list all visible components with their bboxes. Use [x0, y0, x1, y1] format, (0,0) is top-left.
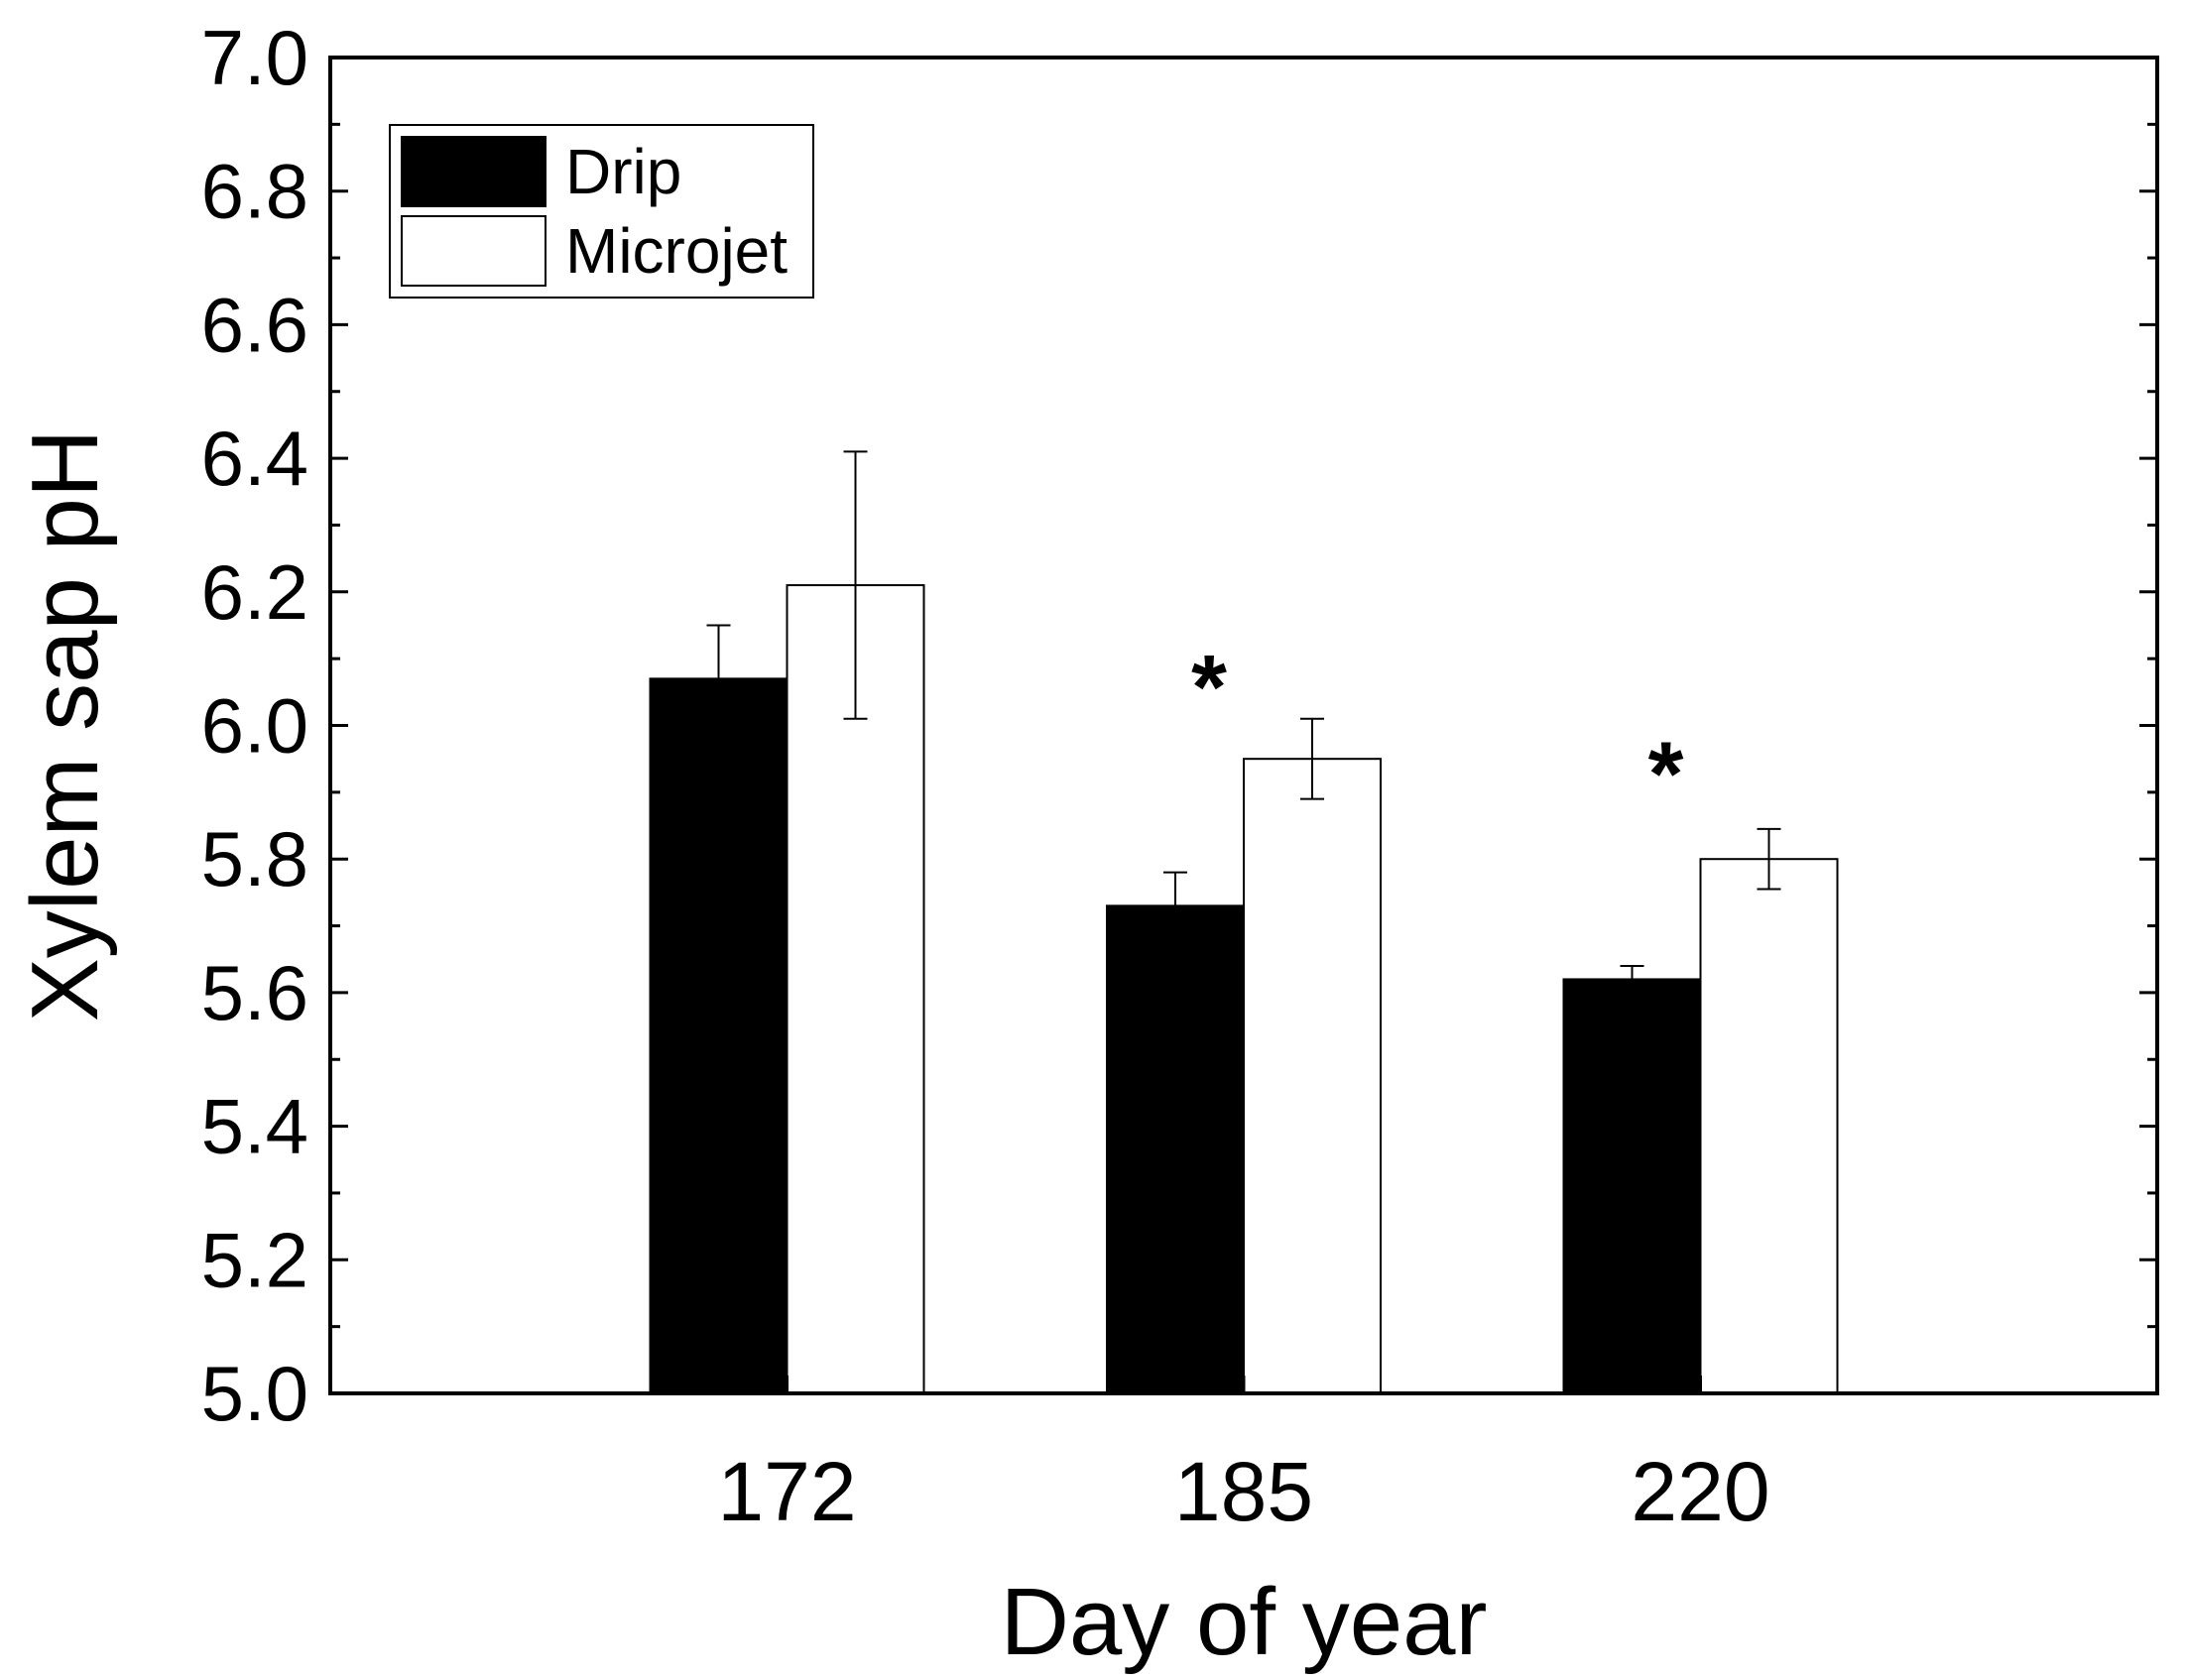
- y-tick-label-6.0: 6.0: [201, 682, 308, 770]
- error-bars-layer: [706, 450, 1781, 994]
- y-tick-label-5.2: 5.2: [201, 1216, 308, 1303]
- legend-label-microjet: Microjet: [565, 215, 788, 287]
- y-tick-label-6.6: 6.6: [201, 281, 308, 368]
- y-tick-label-5.6: 5.6: [201, 949, 308, 1036]
- bar-microjet-172: [786, 584, 925, 1394]
- bar-microjet-185: [1243, 758, 1382, 1394]
- bar-drip-220: [1562, 978, 1702, 1394]
- bar-drip-172: [649, 677, 789, 1394]
- significance-marker-220: *: [1648, 724, 1684, 825]
- legend-swatch-microjet: [401, 215, 546, 287]
- y-tick-label-6.4: 6.4: [201, 415, 308, 502]
- y-tick-label-6.8: 6.8: [201, 148, 308, 235]
- legend-swatch-drip: [401, 136, 546, 207]
- bar-microjet-220: [1699, 858, 1839, 1394]
- y-tick-label-7.0: 7.0: [201, 14, 308, 101]
- legend: Drip Microjet: [389, 124, 814, 299]
- x-tick-label-220: 220: [1631, 1445, 1769, 1538]
- y-tick-label-5.0: 5.0: [201, 1350, 308, 1437]
- x-tick-label-172: 172: [717, 1445, 856, 1538]
- plot-frame: [328, 56, 2159, 1395]
- legend-label-drip: Drip: [565, 136, 681, 207]
- y-tick-label-5.4: 5.4: [201, 1083, 308, 1170]
- x-tick-label-185: 185: [1174, 1445, 1313, 1538]
- bars-layer: [649, 584, 1839, 1394]
- y-axis-title: Xylem sap pH: [12, 429, 118, 1022]
- y-tick-label-5.8: 5.8: [201, 815, 308, 902]
- x-axis-title: Day of year: [1001, 1569, 1488, 1675]
- bar-drip-185: [1106, 904, 1245, 1394]
- labels-layer: 172 185 220 5.0 5.2 5.4 5.6 5.8 6.0 6.2 6.4 6.6 6.8 7…: [201, 14, 1770, 1538]
- significance-marker-185: *: [1191, 637, 1227, 738]
- y-tick-label-6.2: 6.2: [201, 548, 308, 636]
